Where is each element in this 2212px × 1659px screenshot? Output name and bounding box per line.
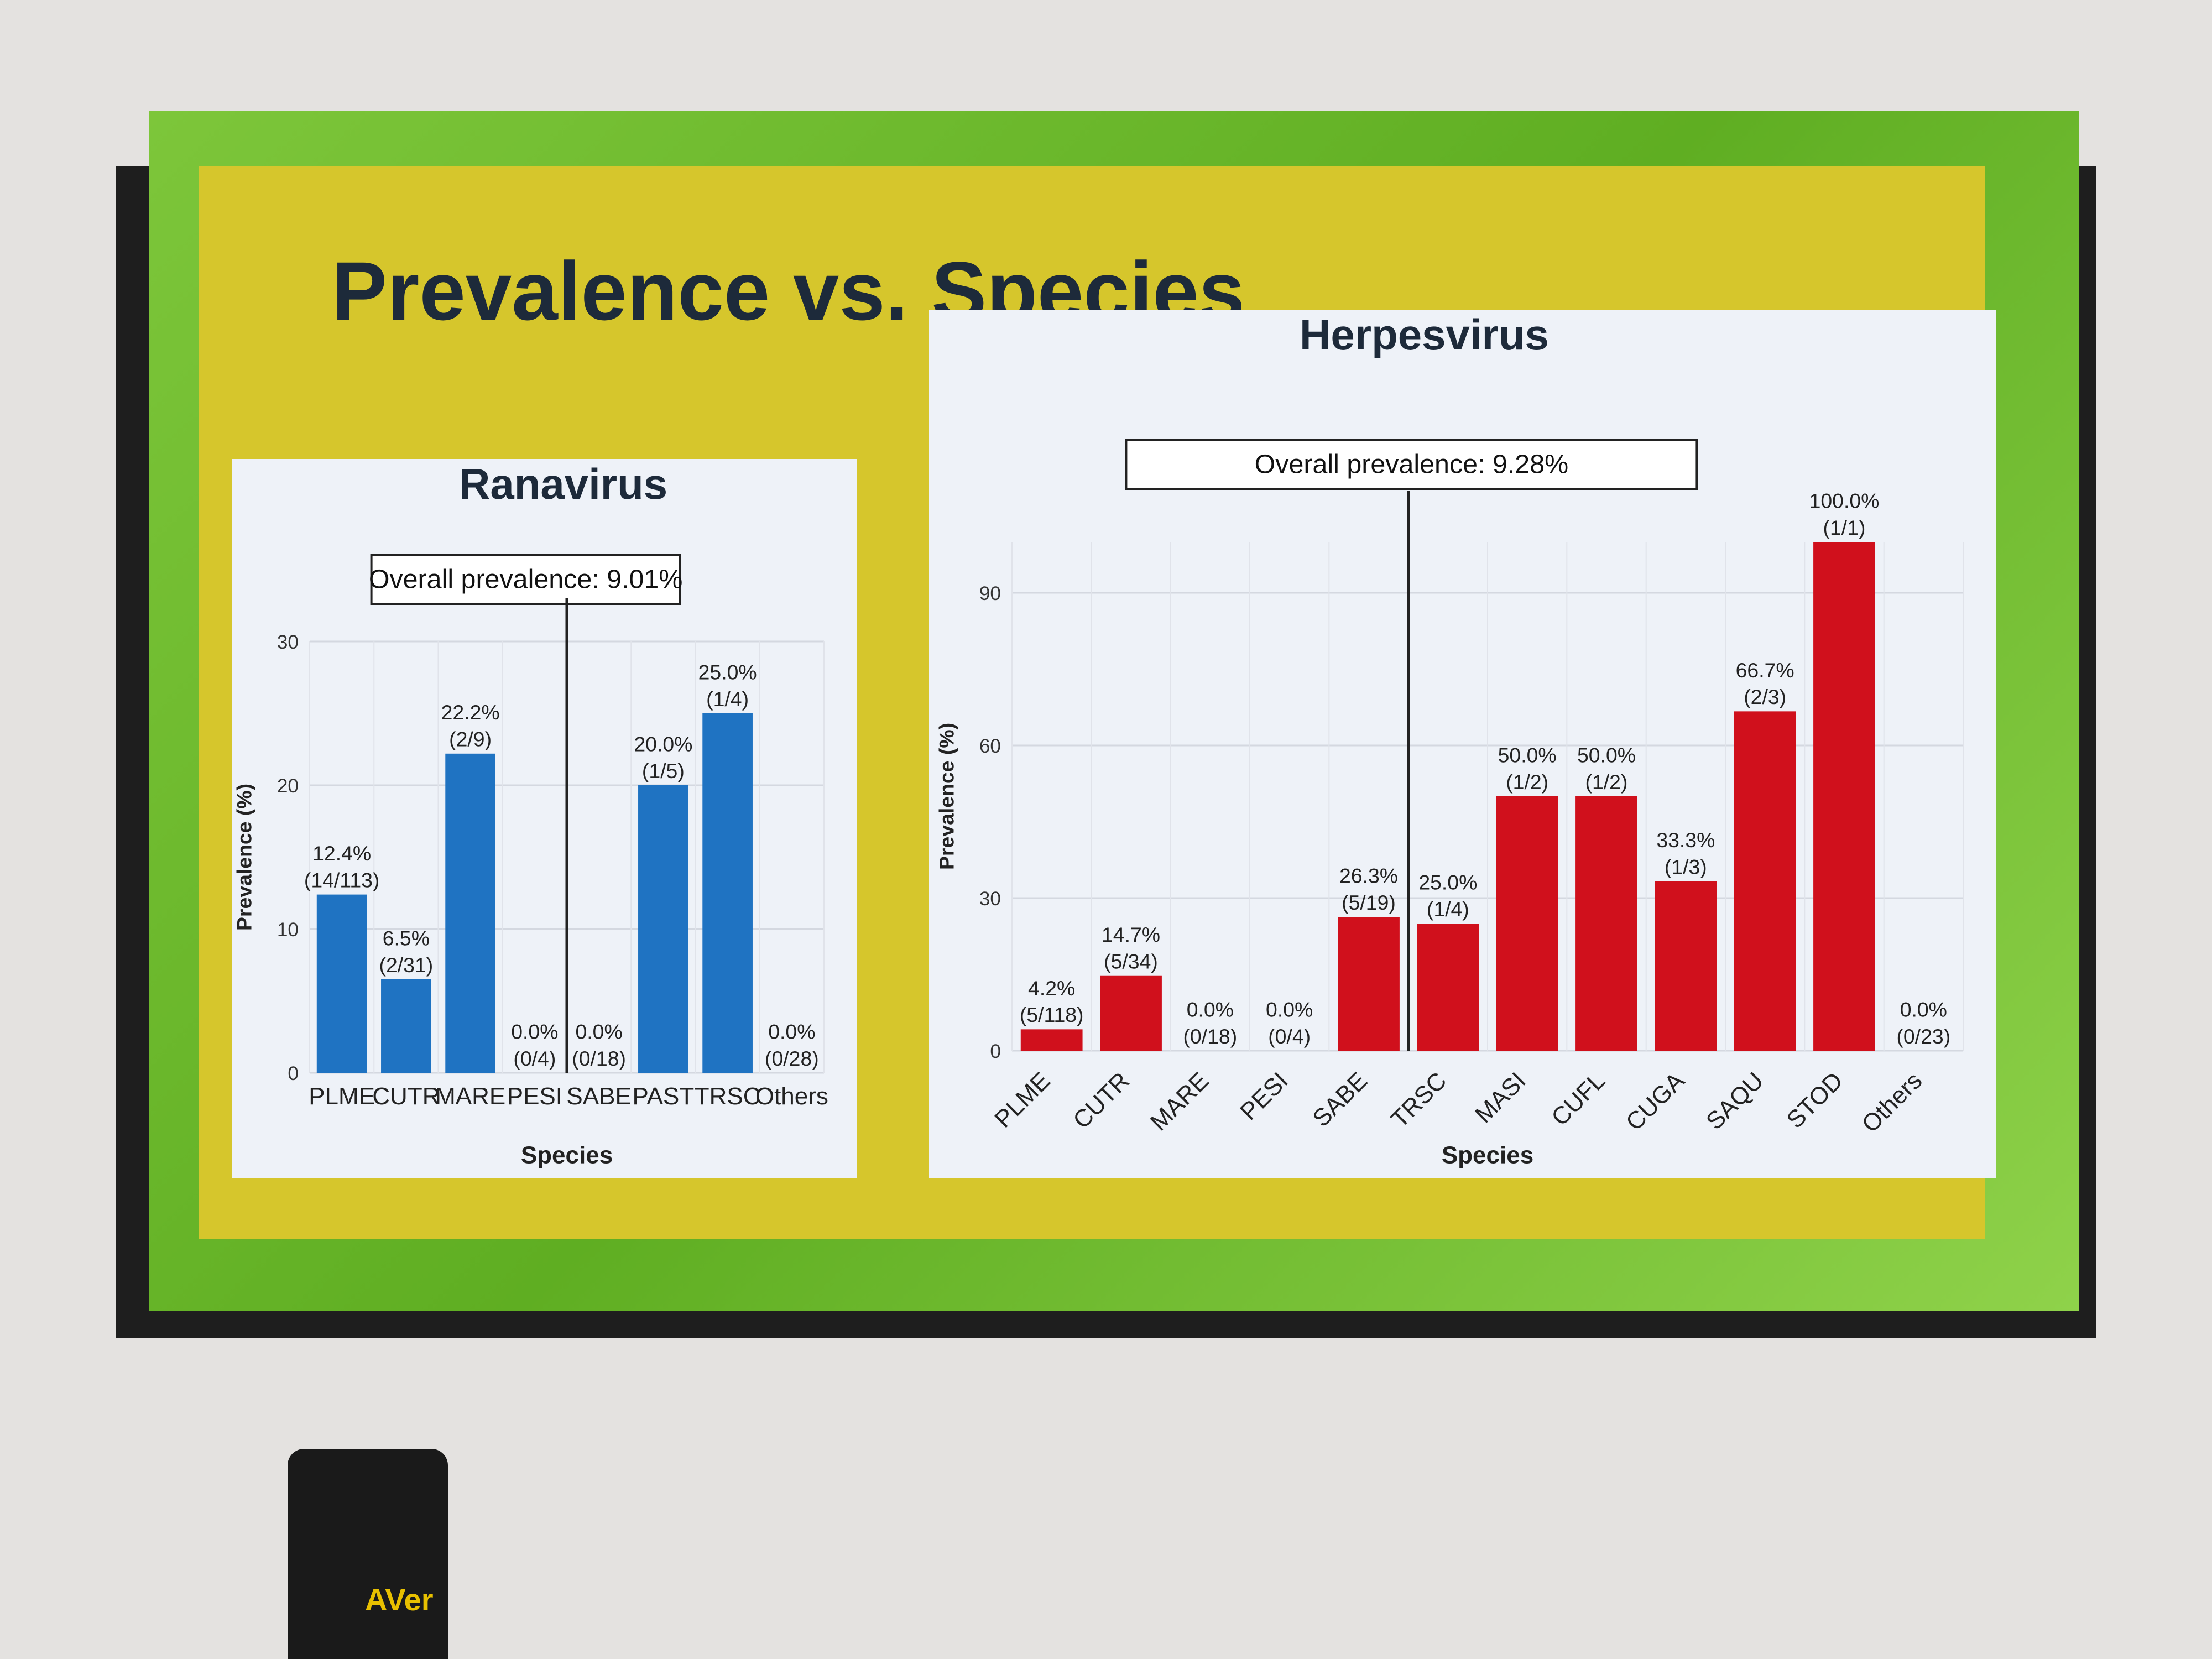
data-label: 0.0% xyxy=(1187,998,1234,1021)
count-label: (5/34) xyxy=(1104,950,1158,973)
data-label: 0.0% xyxy=(1900,998,1947,1021)
data-label: 26.3% xyxy=(1339,864,1398,887)
count-label: (0/18) xyxy=(572,1047,626,1070)
count-label: (1/1) xyxy=(1823,516,1866,539)
y-axis-title: Prevalence (%) xyxy=(935,723,958,870)
document-camera xyxy=(288,1449,448,1659)
x-tick-label: SAQU xyxy=(1701,1067,1769,1135)
y-tick-label: 20 xyxy=(277,775,299,797)
x-tick-label: PAST xyxy=(633,1083,695,1110)
y-tick-label: 30 xyxy=(277,632,299,653)
count-label: (5/118) xyxy=(1020,1003,1084,1026)
x-axis-title: Species xyxy=(1442,1142,1533,1169)
overall-prevalence-label: Overall prevalence: 9.28% xyxy=(1255,449,1569,479)
ranavirus-chart-title: Ranavirus xyxy=(459,460,668,508)
data-label: 50.0% xyxy=(1498,743,1557,766)
bar-cuga xyxy=(1655,881,1717,1051)
data-label: 14.7% xyxy=(1102,923,1160,946)
data-label: 22.2% xyxy=(441,701,500,724)
y-tick-label: 10 xyxy=(277,919,299,941)
overall-prevalence-box xyxy=(370,554,681,605)
x-tick-label: CUGA xyxy=(1621,1067,1690,1136)
x-axis-title: Species xyxy=(521,1142,613,1169)
x-tick-label: PLME xyxy=(309,1083,375,1110)
count-label: (5/19) xyxy=(1342,891,1396,914)
x-tick-label: TRSC xyxy=(1386,1067,1452,1133)
bar-sabe xyxy=(1338,917,1400,1051)
bar-plme xyxy=(316,894,367,1073)
bar-masi xyxy=(1496,796,1558,1051)
data-label: 25.0% xyxy=(698,660,757,684)
bar-mare xyxy=(445,753,495,1073)
device-logo: AVer xyxy=(365,1582,434,1617)
data-label: 4.2% xyxy=(1028,977,1075,1000)
bar-past xyxy=(638,785,688,1073)
count-label: (1/4) xyxy=(1427,898,1469,921)
count-label: (1/4) xyxy=(706,687,749,711)
y-tick-label: 60 xyxy=(979,735,1001,757)
count-label: (2/3) xyxy=(1744,685,1786,708)
data-label: 6.5% xyxy=(383,926,430,950)
count-label: (1/5) xyxy=(642,759,685,782)
y-tick-label: 90 xyxy=(979,583,1001,604)
x-tick-label: CUFL xyxy=(1546,1067,1610,1131)
data-label: 20.0% xyxy=(634,732,692,755)
count-label: (0/28) xyxy=(765,1047,819,1070)
data-label: 0.0% xyxy=(1266,998,1313,1021)
x-tick-label: Others xyxy=(755,1083,828,1110)
y-tick-label: 0 xyxy=(990,1041,1001,1062)
ranavirus-chart: Overall prevalence: 9.01% 0 10 20 30 12.4% (14… xyxy=(232,554,828,1169)
x-tick-label: PESI xyxy=(507,1083,562,1110)
x-tick-label: Others xyxy=(1856,1067,1927,1138)
y-axis-title: Prevalence (%) xyxy=(232,784,255,931)
x-tick-label: TRSC xyxy=(695,1083,761,1110)
count-label: (1/2) xyxy=(1506,770,1548,794)
x-tick-label: CUTR xyxy=(372,1083,440,1110)
ranavirus-chart-panel: Overall prevalence: 9.01% 0 10 20 30 12.4% (14… xyxy=(232,459,857,1178)
bar-cufl xyxy=(1575,796,1637,1051)
x-tick-label: PESI xyxy=(1235,1067,1293,1126)
bar-saqu xyxy=(1734,711,1796,1051)
x-tick-label: MASI xyxy=(1470,1067,1531,1129)
bar-trsc xyxy=(702,713,753,1073)
overall-prevalence-box xyxy=(1125,439,1698,490)
count-label: (1/2) xyxy=(1585,770,1628,794)
x-tick-label: SABE xyxy=(1307,1067,1373,1133)
bar-plme xyxy=(1020,1029,1083,1051)
count-label: (2/9) xyxy=(449,728,492,751)
y-tick-label: 0 xyxy=(288,1063,299,1084)
x-tick-label: MARE xyxy=(1145,1067,1214,1136)
overall-prevalence-label: Overall prevalence: 9.01% xyxy=(369,564,683,594)
data-label: 12.4% xyxy=(312,842,371,865)
data-label: 25.0% xyxy=(1418,870,1477,894)
count-label: (0/4) xyxy=(1268,1025,1311,1048)
herpesvirus-chart-title: Herpesvirus xyxy=(1300,310,1549,359)
data-label: 0.0% xyxy=(511,1020,558,1043)
herpesvirus-chart: Overall prevalence: 9.28% 0 30 60 90 4.2% (5/1… xyxy=(935,439,1964,1169)
x-tick-label: SABE xyxy=(566,1083,631,1110)
herpesvirus-chart-panel: Overall prevalence: 9.28% 0 30 60 90 4.2% (5/1… xyxy=(929,310,1996,1178)
count-label: (1/3) xyxy=(1665,855,1707,878)
y-tick-label: 30 xyxy=(979,888,1001,910)
data-label: 50.0% xyxy=(1577,743,1636,766)
count-label: (0/18) xyxy=(1183,1025,1237,1048)
data-label: 0.0% xyxy=(576,1020,623,1043)
bar-trsc xyxy=(1417,924,1479,1051)
data-label: 33.3% xyxy=(1656,828,1715,852)
count-label: (0/4) xyxy=(513,1047,556,1070)
count-label: (14/113) xyxy=(304,868,380,891)
x-tick-label: CUTR xyxy=(1068,1067,1135,1134)
count-label: (0/23) xyxy=(1896,1025,1950,1048)
data-label: 0.0% xyxy=(768,1020,815,1043)
data-label: 100.0% xyxy=(1809,489,1880,512)
x-tick-label: MARE xyxy=(435,1083,505,1110)
bar-stod xyxy=(1813,542,1875,1051)
count-label: (2/31) xyxy=(379,953,434,977)
data-label: 66.7% xyxy=(1736,659,1794,682)
bar-cutr xyxy=(381,979,431,1073)
bar-cutr xyxy=(1100,975,1162,1051)
x-tick-label: PLME xyxy=(989,1067,1055,1133)
x-tick-label: STOD xyxy=(1782,1067,1849,1134)
